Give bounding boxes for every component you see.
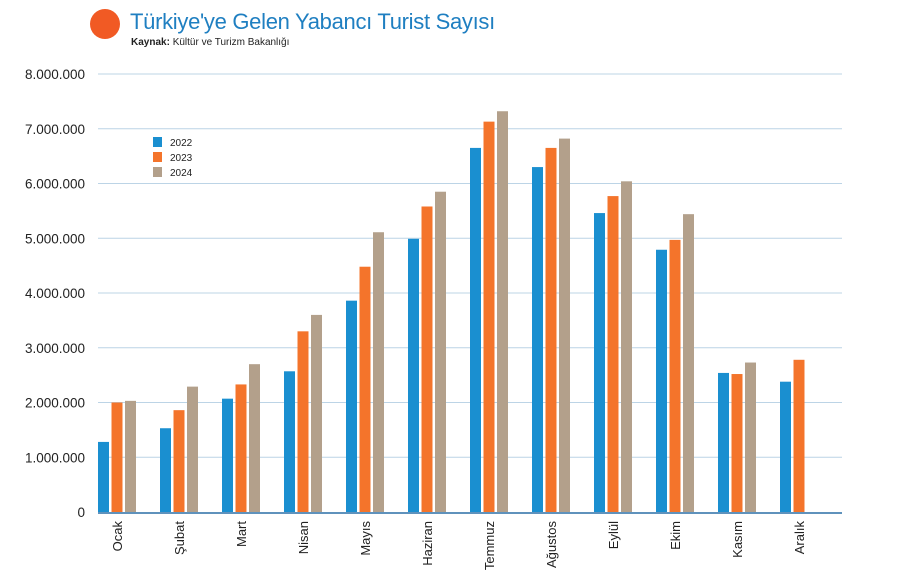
source-text: Kültür ve Turizm Bakanlığı bbox=[172, 37, 290, 48]
bar-2022-3 bbox=[284, 371, 295, 512]
bar-2022-0 bbox=[98, 441, 109, 512]
x-category-label: Kasım bbox=[730, 521, 745, 558]
bar-2022-5 bbox=[408, 238, 419, 513]
x-category-label: Ekim bbox=[668, 521, 683, 550]
legend-swatch-2024 bbox=[153, 167, 162, 177]
y-tick-label: 1.000.000 bbox=[25, 450, 85, 465]
x-category-label: Nisan bbox=[296, 521, 311, 554]
y-tick-label: 7.000.000 bbox=[25, 122, 85, 137]
bar-2023-5 bbox=[421, 206, 433, 512]
title-accent-dot bbox=[90, 9, 120, 39]
legend-label-2024: 2024 bbox=[170, 168, 193, 179]
legend-label-2022: 2022 bbox=[170, 138, 193, 149]
bar-2022-8 bbox=[594, 213, 605, 512]
bar-2022-11 bbox=[780, 381, 791, 512]
bar-2022-7 bbox=[532, 167, 543, 512]
x-category-label: Haziran bbox=[420, 521, 435, 566]
bar-2022-2 bbox=[222, 398, 233, 512]
bar-2024-9 bbox=[683, 214, 694, 512]
bar-2024-10 bbox=[745, 362, 756, 512]
bar-2024-2 bbox=[249, 364, 260, 512]
bar-2023-2 bbox=[235, 384, 247, 512]
bar-2024-5 bbox=[435, 191, 446, 512]
bar-2022-9 bbox=[656, 249, 667, 512]
x-category-label: Eylül bbox=[606, 521, 621, 549]
bar-2023-8 bbox=[607, 196, 619, 512]
y-tick-label: 6.000.000 bbox=[25, 177, 85, 192]
bar-2024-1 bbox=[187, 386, 198, 512]
chart-title: Türkiye'ye Gelen Yabancı Turist Sayısı bbox=[130, 9, 495, 34]
bar-2023-7 bbox=[545, 147, 557, 512]
x-category-label: Mayıs bbox=[358, 521, 373, 556]
chart-source: Kaynak: Kültür ve Turizm Bakanlığı bbox=[131, 37, 289, 48]
bar-2022-1 bbox=[160, 428, 171, 512]
legend-swatch-2022 bbox=[153, 137, 162, 147]
y-tick-label: 5.000.000 bbox=[25, 231, 85, 246]
x-category-label: Mart bbox=[234, 521, 249, 547]
y-tick-label: 4.000.000 bbox=[25, 286, 85, 301]
bar-2024-8 bbox=[621, 181, 632, 512]
y-tick-label: 2.000.000 bbox=[25, 396, 85, 411]
x-category-label: Ocak bbox=[110, 521, 125, 552]
bar-2023-10 bbox=[731, 374, 743, 512]
bar-2023-11 bbox=[793, 359, 805, 512]
bar-2023-4 bbox=[359, 266, 371, 512]
bar-2024-4 bbox=[373, 232, 384, 513]
bar-2023-6 bbox=[483, 121, 495, 512]
bar-2024-0 bbox=[125, 400, 136, 512]
y-tick-label: 0 bbox=[77, 505, 85, 520]
legend-swatch-2023 bbox=[153, 152, 162, 162]
x-category-label: Temmuz bbox=[482, 521, 497, 570]
bar-2023-9 bbox=[669, 239, 681, 512]
bar-2024-6 bbox=[497, 111, 508, 512]
bar-2023-3 bbox=[297, 331, 309, 512]
bar-2022-6 bbox=[470, 147, 481, 512]
bar-2023-1 bbox=[173, 410, 185, 512]
x-category-label: Aralık bbox=[792, 521, 807, 555]
source-label: Kaynak: bbox=[131, 37, 170, 48]
y-tick-label: 8.000.000 bbox=[25, 67, 85, 82]
bar-2022-4 bbox=[346, 300, 357, 512]
x-category-label: Şubat bbox=[172, 521, 187, 555]
y-tick-label: 3.000.000 bbox=[25, 341, 85, 356]
bar-2022-10 bbox=[718, 372, 729, 512]
legend-label-2023: 2023 bbox=[170, 153, 193, 164]
bar-2024-3 bbox=[311, 314, 322, 512]
bar-2024-7 bbox=[559, 138, 570, 513]
x-category-label: Ağustos bbox=[544, 521, 559, 568]
bar-2023-0 bbox=[111, 402, 123, 512]
